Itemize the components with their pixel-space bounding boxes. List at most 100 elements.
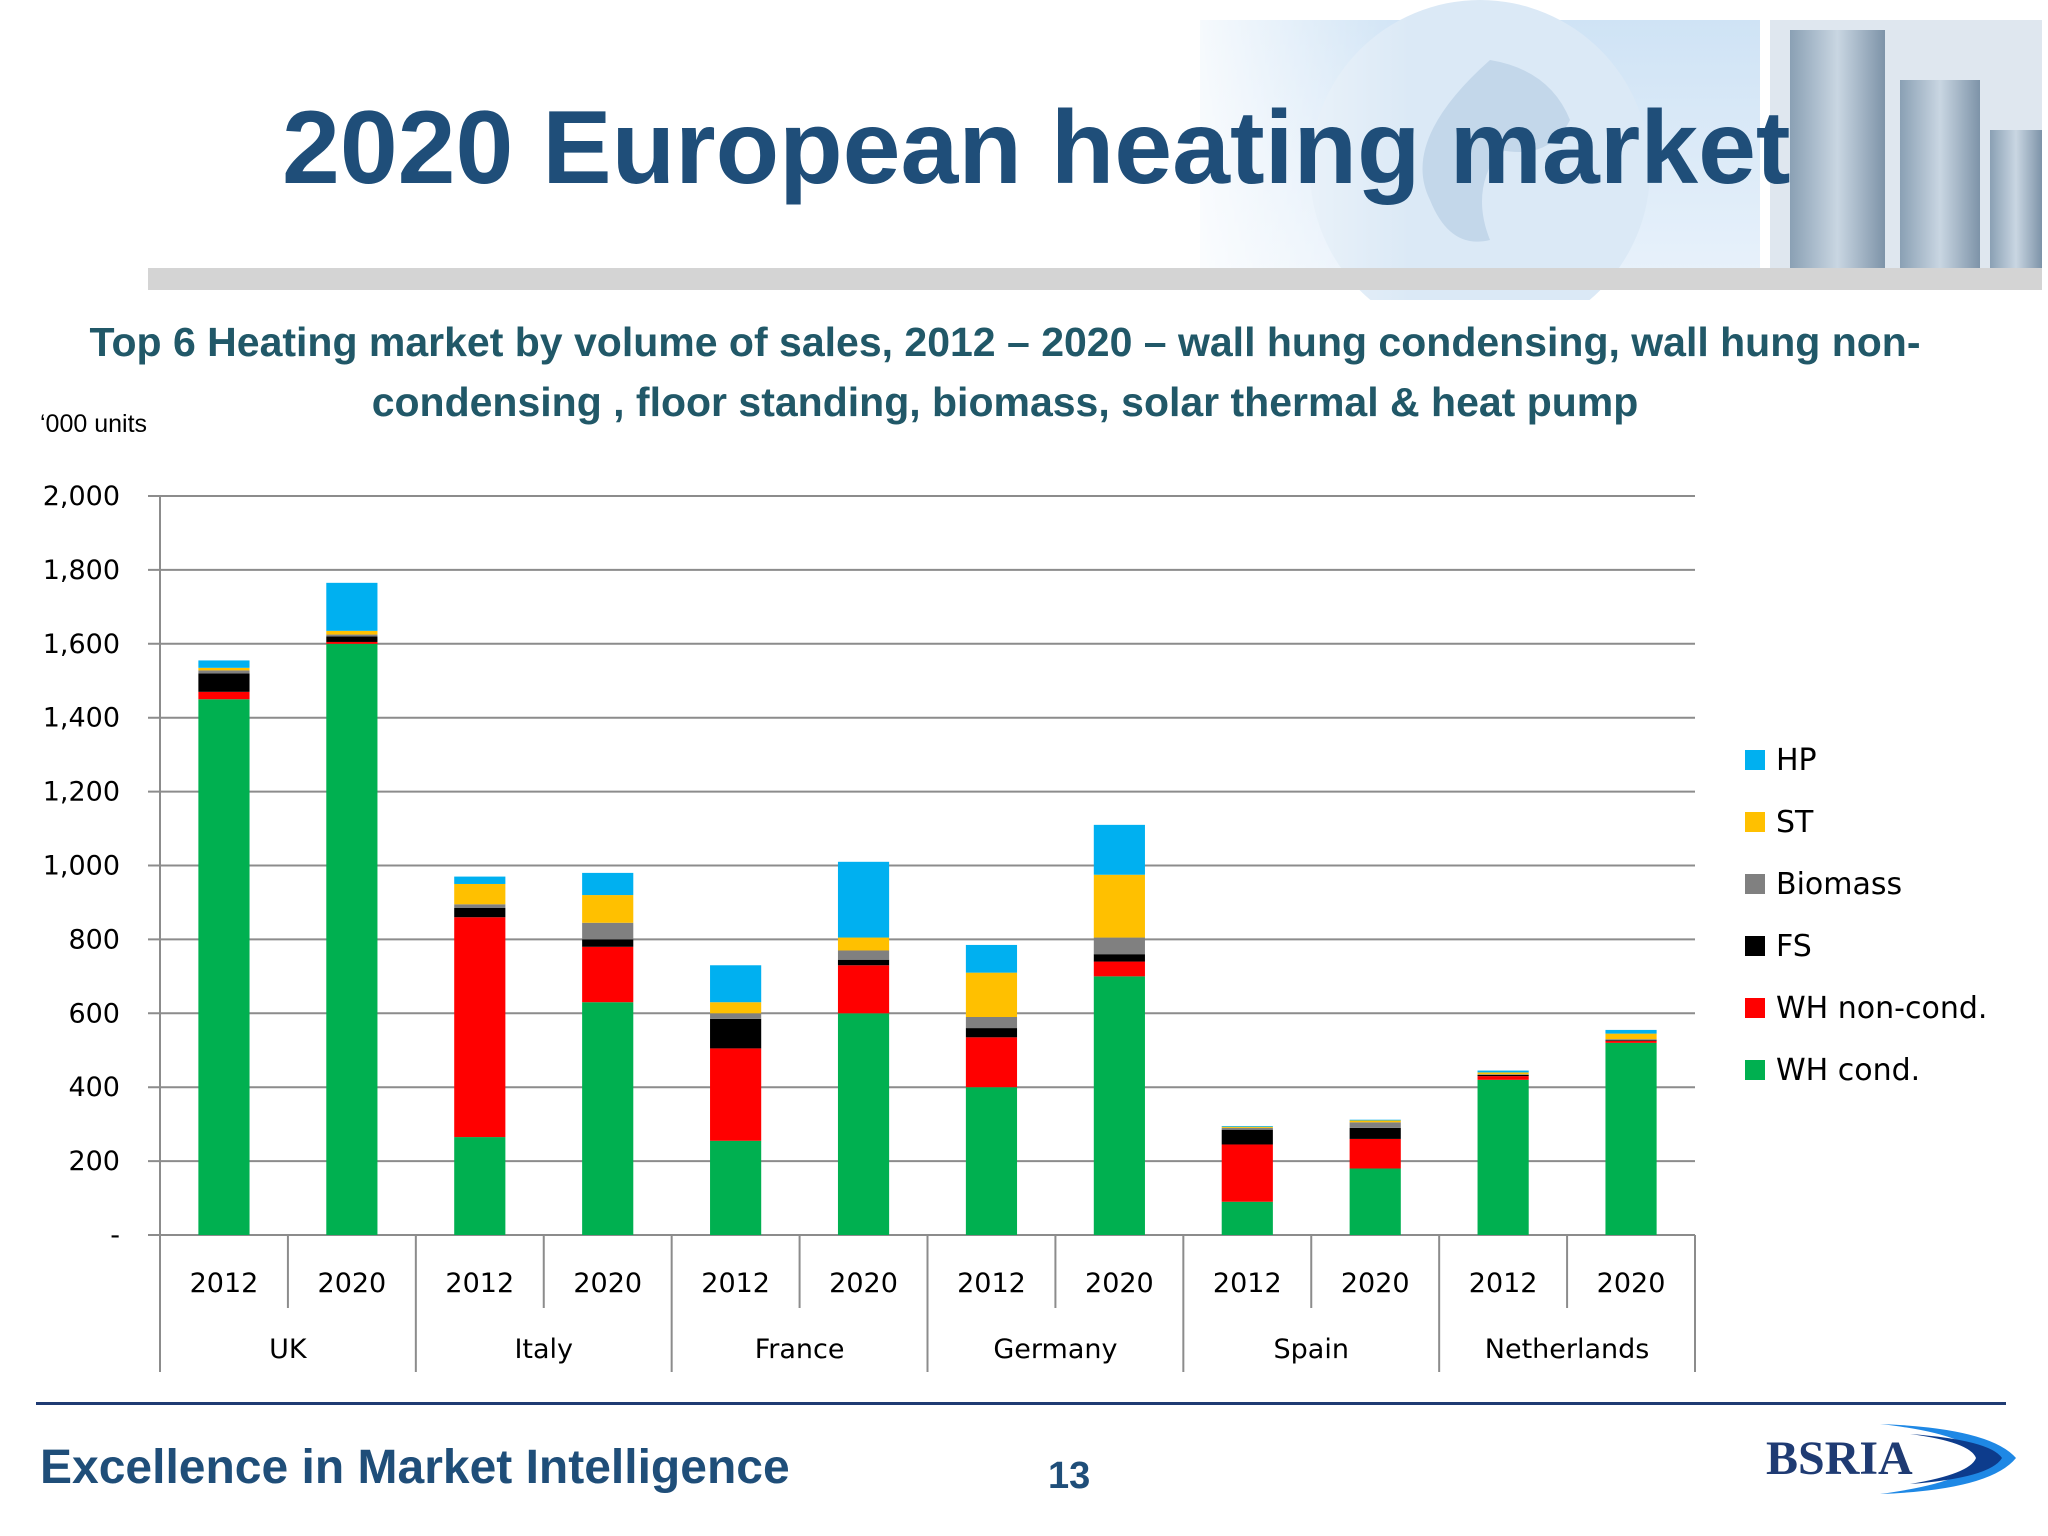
bar-segment xyxy=(326,630,378,635)
bar-segment xyxy=(1477,1070,1529,1073)
bar-segment xyxy=(1221,1126,1273,1128)
slide-title: 2020 European heating market xyxy=(282,90,1791,206)
bar-segment xyxy=(1349,1138,1401,1169)
stacked-bar-chart: - 200 400 600 800 1,000 1,200 1,400 1,600 1,800 2,… xyxy=(43,481,1987,1372)
legend-label: Biomass xyxy=(1776,867,1902,902)
x-group-label: Netherlands xyxy=(1485,1334,1650,1365)
header-building-tower xyxy=(1990,130,2042,290)
bar-segment xyxy=(454,917,506,1138)
bar-segment xyxy=(1349,1122,1401,1128)
bar-segment xyxy=(1221,1129,1273,1145)
bar-segment xyxy=(837,965,890,1014)
bar-segment xyxy=(965,1028,1018,1038)
x-tick-label: 2012 xyxy=(1213,1268,1282,1299)
x-tick-label: 2020 xyxy=(573,1268,642,1299)
legend-label: FS xyxy=(1776,929,1812,964)
axes: - 200 400 600 800 1,000 1,200 1,400 1,600 1,800 2,… xyxy=(43,481,1696,1372)
bar-segment xyxy=(582,1002,634,1235)
footer-tagline: Excellence in Market Intelligence xyxy=(40,1441,790,1494)
x-tick-label: 2012 xyxy=(957,1268,1026,1299)
header-building-tower xyxy=(1790,30,1885,290)
bars xyxy=(198,582,1657,1235)
header-building-tower xyxy=(1900,80,1980,290)
logo-swoosh-dark xyxy=(1910,1434,2002,1484)
header-fade xyxy=(1150,0,1410,300)
bar-segment xyxy=(454,904,506,908)
bar-segment xyxy=(582,872,634,896)
bar-segment xyxy=(710,1013,762,1019)
y-tick-label: 1,000 xyxy=(43,851,120,882)
bar-segment xyxy=(1605,1041,1657,1043)
bar-segment xyxy=(1093,824,1145,875)
footer-divider xyxy=(36,1402,2006,1405)
bar-segment xyxy=(1349,1127,1401,1139)
legend-swatch xyxy=(1745,750,1765,770)
y-tick-label: 1,200 xyxy=(43,777,120,808)
x-group-label: Germany xyxy=(993,1334,1117,1365)
bar-segment xyxy=(582,946,634,1003)
bar-segment xyxy=(1221,1144,1273,1202)
bar-segment xyxy=(326,582,378,631)
bar-segment xyxy=(326,636,378,642)
bar-segment xyxy=(1221,1201,1273,1235)
bar-segment xyxy=(965,944,1018,973)
y-tick-label: 2,000 xyxy=(43,481,120,512)
bar-segment xyxy=(837,937,890,951)
bar-segment xyxy=(1477,1075,1529,1077)
bar-segment xyxy=(1605,1033,1657,1040)
x-tick-label: 2020 xyxy=(1597,1268,1666,1299)
bar-segment xyxy=(965,1016,1018,1029)
x-tick-label: 2020 xyxy=(1085,1268,1154,1299)
bar-segment xyxy=(1221,1127,1273,1130)
bar-segment xyxy=(1605,1039,1657,1041)
x-group-label: Spain xyxy=(1274,1334,1349,1365)
bar-segment xyxy=(1093,961,1145,977)
bar-segment xyxy=(1349,1168,1401,1235)
page-number: 13 xyxy=(1048,1455,1091,1497)
bar-segment xyxy=(1477,1074,1529,1076)
legend-swatch xyxy=(1745,1060,1765,1080)
legend-swatch xyxy=(1745,812,1765,832)
x-tick-label: 2012 xyxy=(190,1268,259,1299)
bar-segment xyxy=(198,673,250,692)
legend-swatch xyxy=(1745,874,1765,894)
bar-segment xyxy=(837,861,890,938)
y-tick-label: 1,400 xyxy=(43,703,120,734)
y-tick-label: 400 xyxy=(68,1072,120,1103)
bar-segment xyxy=(582,939,634,947)
bar-segment xyxy=(582,895,634,923)
x-tick-label: 2020 xyxy=(829,1268,898,1299)
bar-segment xyxy=(582,922,634,940)
legend-label: HP xyxy=(1776,743,1817,778)
bar-segment xyxy=(965,1087,1018,1235)
bar-segment xyxy=(454,883,506,905)
legend-swatch xyxy=(1745,998,1765,1018)
x-group-label: France xyxy=(755,1334,845,1365)
bar-segment xyxy=(710,1048,762,1141)
grid-lines xyxy=(148,495,1695,1236)
bar-segment xyxy=(965,1037,1018,1088)
bar-segment xyxy=(326,641,378,644)
header-rule-bar xyxy=(148,268,2042,290)
bar-segment xyxy=(965,972,1018,1017)
y-tick-label: - xyxy=(110,1220,120,1251)
bsria-logo: BSRIA xyxy=(1766,1424,2016,1494)
bar-segment xyxy=(1349,1119,1401,1121)
bar-segment xyxy=(837,959,890,966)
bar-segment xyxy=(710,1002,762,1014)
bar-segment xyxy=(1093,954,1145,962)
legend-label: WH non-cond. xyxy=(1776,991,1987,1026)
legend-swatch xyxy=(1745,936,1765,956)
x-group-label: UK xyxy=(269,1334,308,1365)
y-tick-label: 200 xyxy=(68,1146,120,1177)
bar-segment xyxy=(1093,937,1145,955)
bar-segment xyxy=(837,1013,890,1235)
y-tick-label: 800 xyxy=(68,924,120,955)
x-tick-label: 2012 xyxy=(445,1268,514,1299)
bar-segment xyxy=(1093,874,1145,938)
bar-segment xyxy=(198,667,250,671)
bar-segment xyxy=(1477,1072,1529,1075)
bar-segment xyxy=(326,634,378,637)
bar-segment xyxy=(1093,976,1145,1235)
bar-segment xyxy=(198,660,250,668)
